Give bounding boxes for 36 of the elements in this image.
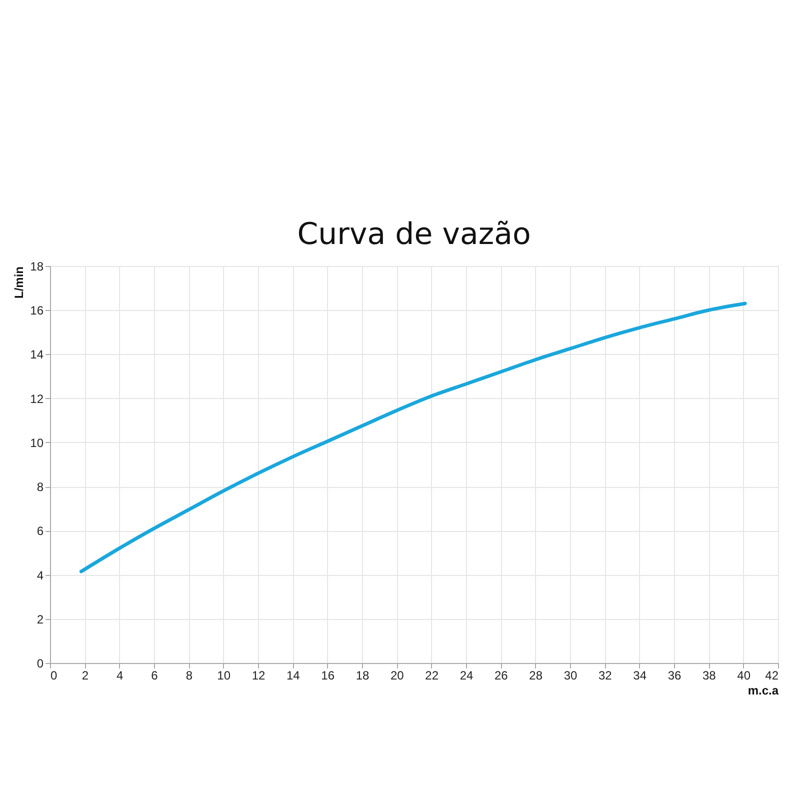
x-tick-label: 2 [82,668,89,682]
x-tick-label: 38 [702,668,716,682]
x-tick-label: 30 [564,668,578,682]
x-tick-label: 10 [217,668,231,682]
y-axis-title: L/min [12,266,26,298]
x-tick-label: 40 [737,668,751,682]
x-tick-label: 24 [460,668,474,682]
x-tick-label: 26 [494,668,508,682]
chart-title: Curva de vazão [297,217,531,252]
x-tick-label: 32 [598,668,612,682]
x-tick-label: 42 [765,668,779,682]
y-tick-label: 16 [30,304,44,318]
x-tick-label: 14 [286,668,300,682]
x-tick-label: 6 [151,668,158,682]
x-tick-label: 34 [633,668,647,682]
x-tick-label: 4 [116,668,124,682]
x-tick-label: 22 [425,668,439,682]
x-tick-label: 12 [252,668,266,682]
y-tick-label: 18 [30,260,44,274]
y-tick-label: 4 [36,568,44,582]
x-tick-label: 16 [321,668,335,682]
y-tick-label: 14 [30,348,44,362]
x-tick-label: 18 [356,668,370,682]
x-tick-label: 20 [390,668,404,682]
x-tick-label: 8 [186,668,193,682]
x-tick-label: 0 [50,668,58,682]
line-series [79,302,747,574]
y-tick-label: 6 [36,524,44,538]
x-axis-title: m.c.a [748,684,779,698]
y-tick-label: 8 [36,480,44,494]
y-tick-label: 12 [30,392,44,406]
y-tick-label: 10 [30,436,44,450]
x-tick-label: 36 [668,668,682,682]
y-tick-label: 2 [36,612,44,626]
x-tick-label: 28 [529,668,543,682]
y-tick-label: 0 [36,656,44,670]
